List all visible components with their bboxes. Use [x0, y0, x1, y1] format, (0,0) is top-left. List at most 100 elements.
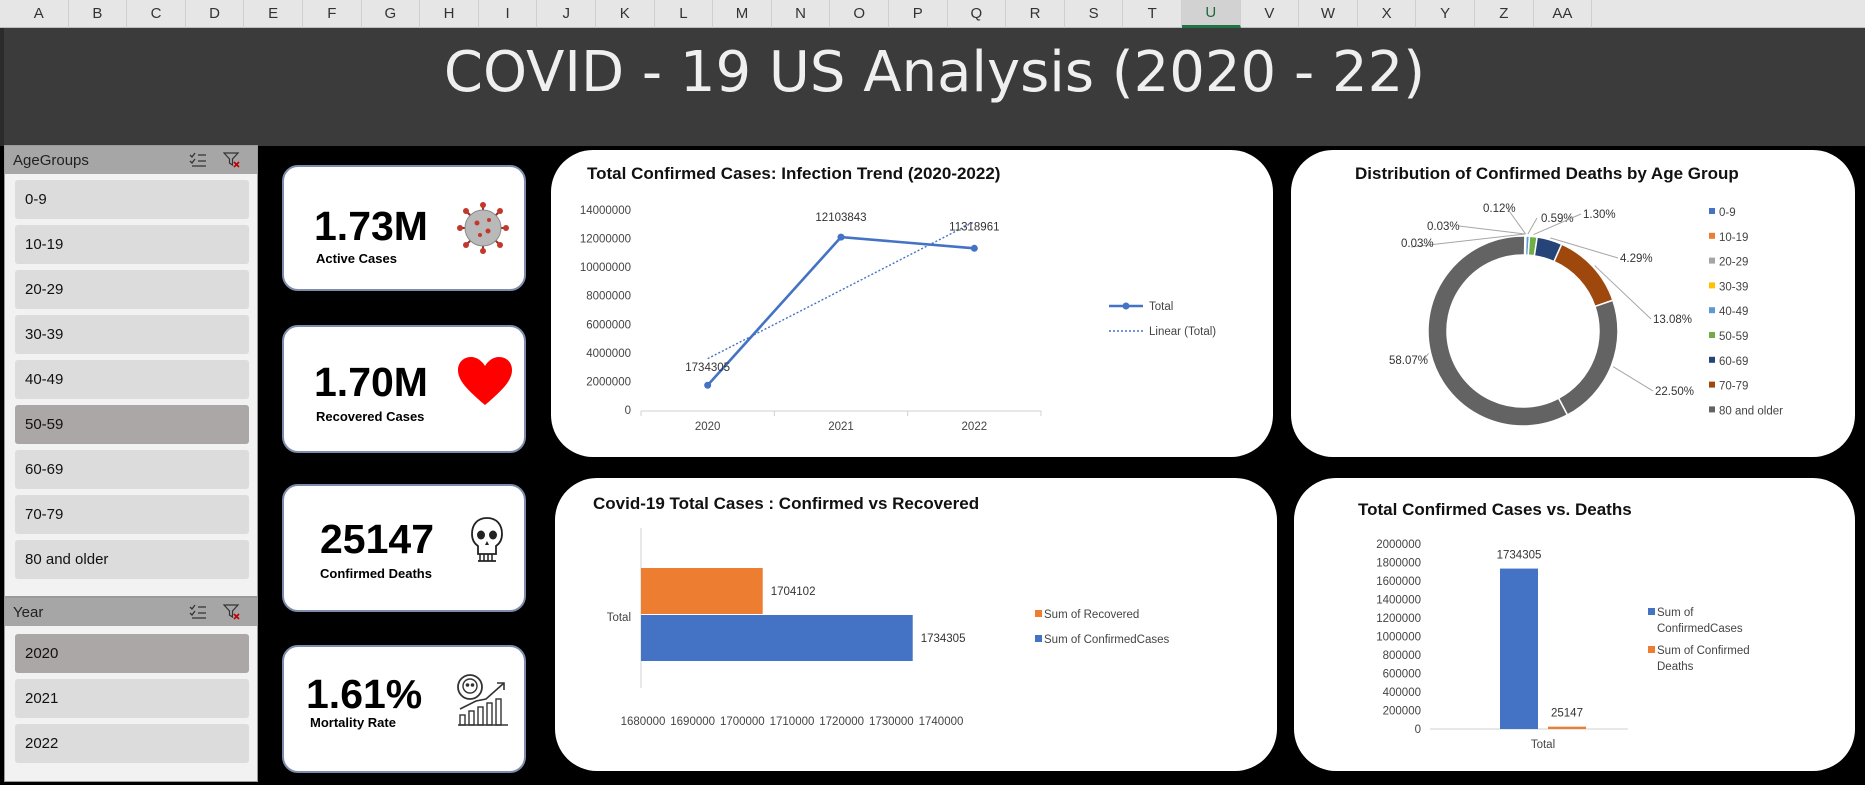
column-header-c[interactable]: C [127, 0, 186, 28]
data-label: 25147 [1551, 708, 1583, 720]
column-header-x[interactable]: X [1358, 0, 1417, 28]
slicer-item-20-29[interactable]: 20-29 [15, 270, 249, 309]
kpi-confirmed-deaths: 25147 Confirmed Deaths [282, 484, 526, 612]
kpi-recovered-cases: 1.70M Recovered Cases [282, 325, 526, 453]
slicer-item-list: 0-9 10-19 20-29 30-39 40-49 50-59 60-69 70-79 80… [5, 180, 257, 579]
column-header-a[interactable]: A [10, 0, 69, 28]
infection-trend-panel: Total Confirmed Cases: Infection Trend (… [551, 150, 1273, 457]
kpi-value: 1.70M [314, 359, 428, 405]
slice-label: 13.08% [1653, 314, 1692, 326]
legend-label: 40-49 [1719, 306, 1748, 318]
x-tick-label: 2020 [695, 421, 721, 433]
chart-title: Total Confirmed Cases vs. Deaths [1358, 500, 1632, 519]
column-header-g[interactable]: G [362, 0, 421, 28]
slicer-item-40-49[interactable]: 40-49 [15, 360, 249, 399]
legend-label: 60-69 [1719, 356, 1748, 368]
slicer-item-2022[interactable]: 2022 [15, 724, 249, 763]
slice-label: 4.29% [1620, 253, 1653, 265]
slicer-item-2020[interactable]: 2020 [15, 634, 249, 673]
legend-label: Sum of Recovered [1044, 609, 1139, 621]
year-slicer: Year 2020 2021 2022 [4, 597, 258, 782]
dashboard-title: COVID - 19 US Analysis (2020 - 22) [443, 40, 1426, 105]
column-header-p[interactable]: P [889, 0, 948, 28]
legend-label: Sum of ConfirmedCases [1044, 634, 1170, 646]
y-tick-label: 1600000 [1376, 576, 1421, 588]
y-tick-label: 800000 [1383, 650, 1421, 662]
kpi-active-cases: 1.73M Active Cases [282, 165, 526, 291]
slicer-item-50-59[interactable]: 50-59 [15, 405, 249, 444]
column-header-m[interactable]: M [713, 0, 772, 28]
y-tick-label: 0 [1415, 724, 1421, 736]
legend-swatch [1648, 646, 1655, 653]
kpi-label: Active Cases [316, 251, 397, 266]
leader-line [1506, 207, 1527, 235]
column-header-v[interactable]: V [1241, 0, 1300, 28]
kpi-label: Recovered Cases [316, 409, 425, 424]
slicer-item-0-9[interactable]: 0-9 [15, 180, 249, 219]
trendline [707, 221, 975, 360]
legend-label: ConfirmedCases [1657, 623, 1743, 635]
column-header-k[interactable]: K [596, 0, 655, 28]
legend-label: 0-9 [1719, 207, 1736, 219]
kpi-mortality-rate: 1.61% Mortality Rate [282, 645, 526, 773]
multi-select-icon[interactable] [189, 152, 207, 168]
y-tick-label: 200000 [1383, 706, 1421, 718]
multi-select-icon[interactable] [189, 604, 207, 620]
slicer-item-60-69[interactable]: 60-69 [15, 450, 249, 489]
data-point [837, 233, 845, 241]
kpi-value: 1.61% [306, 671, 423, 717]
column-header-b[interactable]: B [69, 0, 128, 28]
slice-label: 0.03% [1401, 238, 1434, 250]
column-header-f[interactable]: F [303, 0, 362, 28]
column-header-i[interactable]: I [479, 0, 538, 28]
column-header-t[interactable]: T [1123, 0, 1182, 28]
column-sum-of-confirmed-deaths [1548, 726, 1586, 729]
chart-title: Distribution of Confirmed Deaths by Age … [1355, 164, 1739, 183]
legend-label: 10-19 [1719, 232, 1748, 244]
leader-line [1533, 213, 1582, 236]
y-tick-label: 0 [625, 405, 631, 417]
column-header-u[interactable]: U [1182, 0, 1241, 28]
legend-swatch [1035, 635, 1042, 642]
infection-trend-chart: 0 2000000 4000000 6000000 8000000 10000000 120… [580, 205, 1216, 433]
legend-label: 50-59 [1719, 331, 1748, 343]
title-band: COVID - 19 US Analysis (2020 - 22) [0, 28, 1865, 146]
kpi-value: 1.73M [314, 203, 428, 249]
column-header-d[interactable]: D [186, 0, 245, 28]
clear-filter-icon[interactable] [223, 152, 241, 168]
skull-icon [471, 517, 503, 562]
column-header-j[interactable]: J [537, 0, 596, 28]
y-tick-label: 14000000 [580, 205, 631, 217]
column-header-w[interactable]: W [1299, 0, 1358, 28]
confirmed-vs-recovered-panel: Covid-19 Total Cases : Confirmed vs Reco… [555, 478, 1277, 771]
slicer-item-80-and-older[interactable]: 80 and older [15, 540, 249, 579]
column-header-h[interactable]: H [420, 0, 479, 28]
clear-filter-icon[interactable] [223, 604, 241, 620]
slicer-item-70-79[interactable]: 70-79 [15, 495, 249, 534]
slicer-item-10-19[interactable]: 10-19 [15, 225, 249, 264]
y-tick-label: 2000000 [1376, 539, 1421, 551]
y-tick-label: 10000000 [580, 262, 631, 274]
legend-swatch [1709, 356, 1715, 363]
slicer-item-30-39[interactable]: 30-39 [15, 315, 249, 354]
confirmed-vs-recovered-chart: Total 1680000 1690000 1700000 1710000 1720000… [607, 528, 1170, 728]
column-header-aa[interactable]: AA [1534, 0, 1593, 28]
slice-label: 0.12% [1483, 203, 1516, 215]
x-tick-label: 1720000 [819, 716, 864, 728]
x-tick-label: 1740000 [919, 716, 964, 728]
slicer-title: AgeGroups [13, 151, 89, 169]
column-header-r[interactable]: R [1006, 0, 1065, 28]
bar-sum-of-recovered [641, 568, 763, 614]
leader-line [1550, 237, 1619, 259]
column-header-o[interactable]: O [830, 0, 889, 28]
column-header-l[interactable]: L [655, 0, 714, 28]
column-header-z[interactable]: Z [1475, 0, 1534, 28]
column-header-q[interactable]: Q [948, 0, 1007, 28]
column-header-e[interactable]: E [244, 0, 303, 28]
slicer-item-2021[interactable]: 2021 [15, 679, 249, 718]
column-header-y[interactable]: Y [1416, 0, 1475, 28]
column-header-s[interactable]: S [1065, 0, 1124, 28]
chart-title: Total Confirmed Cases: Infection Trend (… [587, 164, 1001, 183]
column-header-n[interactable]: N [772, 0, 831, 28]
y-tick-label: 400000 [1383, 687, 1421, 699]
